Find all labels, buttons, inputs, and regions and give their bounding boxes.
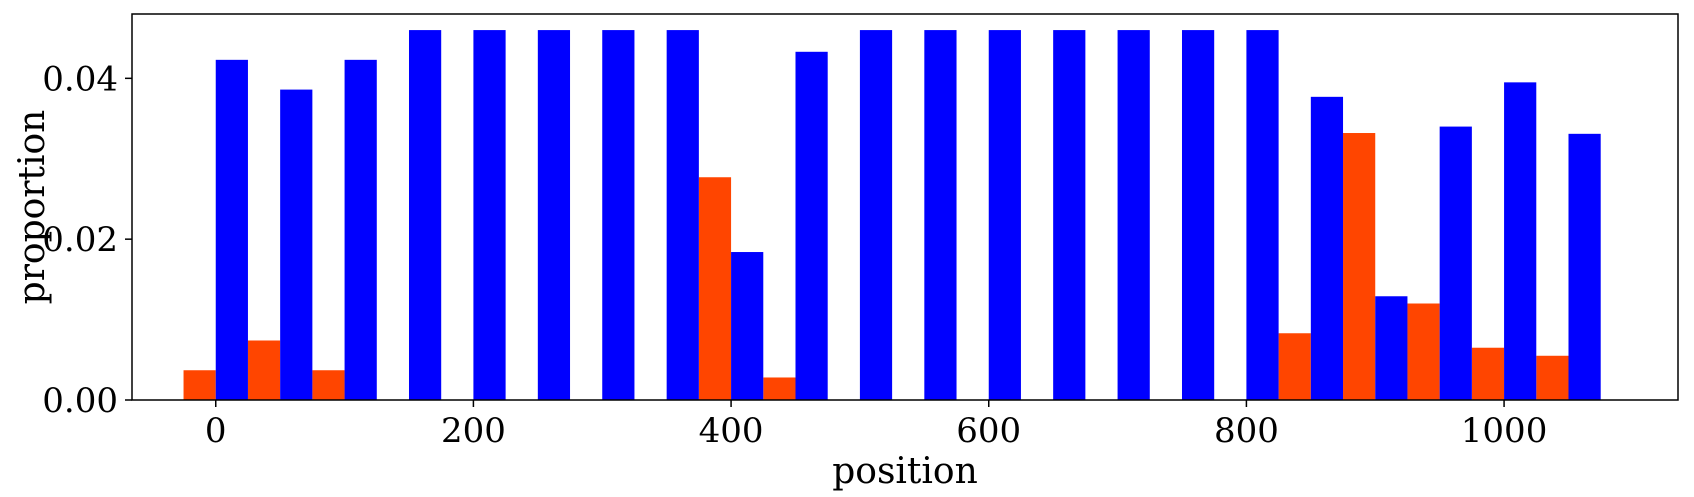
x-tick-label: 200: [441, 411, 506, 451]
bar-series-2-bin-14: [1117, 30, 1150, 400]
bar-series-2-bin-20: [1504, 82, 1537, 401]
bar-series-1-bin-21: [1536, 355, 1569, 400]
bar-series-2-bin-18: [1375, 296, 1408, 400]
bar-series-2-bin-19: [1439, 126, 1472, 400]
x-tick-label: 1000: [1461, 411, 1548, 451]
bar-series-2-bin-4: [473, 30, 506, 400]
x-axis: 0 200 400 600 800 1000: [205, 400, 1547, 451]
bar-series-2-bin-3: [408, 30, 442, 400]
y-tick-label: 0.04: [42, 59, 118, 99]
bar-series-2-bin-15: [1181, 30, 1215, 400]
bar-series-1-bin-9: [763, 377, 796, 400]
plot-frame: [131, 13, 1679, 401]
bar-series-2-bin-16: [1246, 30, 1279, 400]
bar-series-2-bin-2: [344, 59, 377, 401]
bar-series-1-bin-19: [1407, 303, 1440, 400]
bar-series-2-bin-0: [215, 59, 248, 401]
y-axis-label: proportion: [12, 110, 53, 305]
x-tick-label: 800: [1214, 411, 1279, 451]
bar-series-1-bin-8: [698, 177, 732, 400]
bar-series-2-bin-12: [988, 30, 1021, 400]
x-tick-label: 600: [956, 411, 1021, 451]
bar-series-2-bin-5: [537, 30, 571, 400]
bar-series-1-bin-2: [312, 370, 345, 400]
bar-series-1-bin-0: [183, 370, 216, 400]
bar-series-2-bin-17: [1310, 96, 1344, 401]
bar-series-1-bin-1: [247, 340, 281, 400]
y-tick-label: 0.02: [42, 220, 118, 260]
bar-series-2-bin-13: [1053, 30, 1086, 400]
y-axis: 0.00 0.02 0.04: [42, 59, 132, 421]
bar-series-1-bin-17: [1278, 333, 1311, 400]
x-axis-label: position: [832, 451, 978, 492]
bar-series-1-bin-20: [1471, 347, 1505, 400]
bar-series-1-bin-18: [1343, 133, 1376, 400]
bar-series-2-bin-7: [666, 30, 699, 400]
bars-layer: [183, 30, 1601, 401]
bar-series-2-bin-11: [924, 30, 957, 400]
bar-series-2-bin-6: [602, 30, 635, 400]
bar-series-2-bin-21: [1568, 133, 1601, 400]
x-tick-label: 400: [699, 411, 764, 451]
y-tick-label: 0.00: [42, 381, 118, 421]
bar-series-2-bin-10: [859, 30, 893, 400]
bar-series-2-bin-9: [795, 51, 828, 400]
x-tick-label: 0: [205, 411, 227, 451]
bar-series-2-bin-1: [280, 89, 313, 400]
bar-series-2-bin-8: [731, 252, 764, 400]
